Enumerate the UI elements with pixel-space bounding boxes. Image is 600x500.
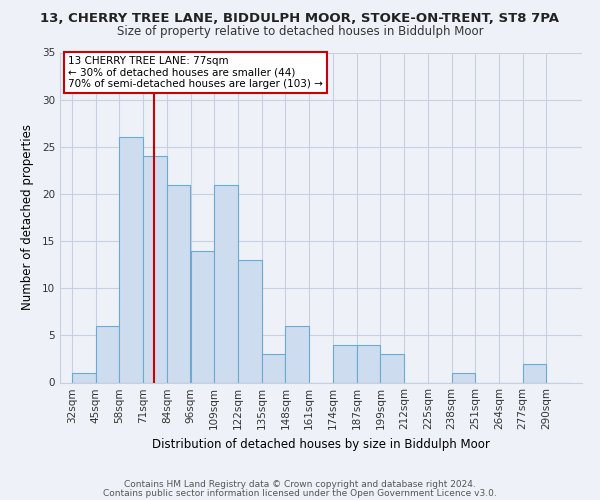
Bar — [214, 184, 238, 382]
Bar — [262, 354, 286, 382]
X-axis label: Distribution of detached houses by size in Biddulph Moor: Distribution of detached houses by size … — [152, 438, 490, 451]
Bar — [523, 364, 547, 382]
Text: Size of property relative to detached houses in Biddulph Moor: Size of property relative to detached ho… — [116, 25, 484, 38]
Bar — [333, 345, 356, 383]
Text: 13 CHERRY TREE LANE: 77sqm
← 30% of detached houses are smaller (44)
70% of semi: 13 CHERRY TREE LANE: 77sqm ← 30% of deta… — [68, 56, 323, 89]
Bar — [95, 326, 119, 382]
Bar — [380, 354, 404, 382]
Y-axis label: Number of detached properties: Number of detached properties — [20, 124, 34, 310]
Bar — [72, 373, 95, 382]
Bar — [119, 138, 143, 382]
Bar — [238, 260, 262, 382]
Bar — [286, 326, 309, 382]
Bar — [167, 184, 190, 382]
Bar — [191, 250, 214, 382]
Bar — [143, 156, 167, 382]
Text: Contains public sector information licensed under the Open Government Licence v3: Contains public sector information licen… — [103, 488, 497, 498]
Bar — [452, 373, 475, 382]
Text: Contains HM Land Registry data © Crown copyright and database right 2024.: Contains HM Land Registry data © Crown c… — [124, 480, 476, 489]
Bar — [356, 345, 380, 383]
Text: 13, CHERRY TREE LANE, BIDDULPH MOOR, STOKE-ON-TRENT, ST8 7PA: 13, CHERRY TREE LANE, BIDDULPH MOOR, STO… — [41, 12, 560, 26]
